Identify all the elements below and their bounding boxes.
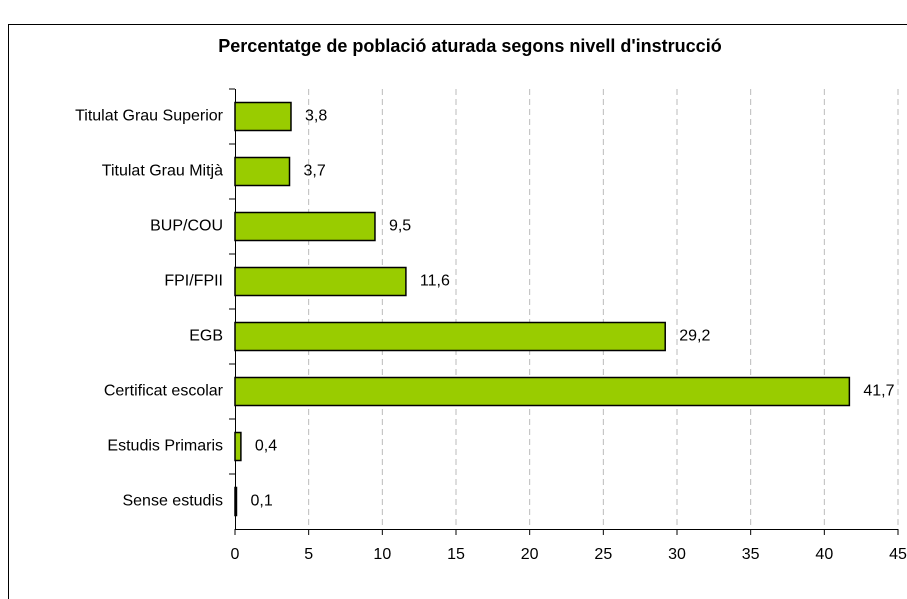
x-tick-label: 30	[668, 546, 686, 563]
x-tick-label: 35	[742, 546, 760, 563]
y-tick-label: Certificat escolar	[104, 383, 224, 400]
x-tick-label: 20	[521, 546, 539, 563]
x-tick-label: 10	[373, 546, 391, 563]
x-tick-label: 45	[889, 546, 907, 563]
bar	[234, 101, 292, 132]
data-label: 0,4	[255, 438, 277, 455]
bar	[234, 431, 242, 462]
bar	[234, 156, 291, 187]
data-label: 3,8	[305, 108, 327, 125]
x-tick-label: 25	[594, 546, 612, 563]
data-label: 0,1	[250, 493, 272, 510]
data-label: 3,7	[304, 163, 326, 180]
bar	[234, 321, 666, 352]
x-tick-label: 40	[815, 546, 833, 563]
y-tick-label: EGB	[189, 328, 223, 345]
y-tick-label: Sense estudis	[122, 493, 223, 510]
bar	[234, 486, 238, 517]
x-tick-label: 15	[447, 546, 465, 563]
y-tick-label: FPI/FPII	[164, 273, 223, 290]
bar	[234, 376, 851, 407]
chart-frame	[8, 24, 907, 599]
data-label: 29,2	[679, 328, 710, 345]
data-label: 41,7	[863, 383, 894, 400]
data-label: 9,5	[389, 218, 411, 235]
bar	[234, 211, 376, 242]
y-tick-label: BUP/COU	[150, 218, 223, 235]
data-label: 11,6	[420, 273, 450, 290]
chart-title: Percentatge de població aturada segons n…	[218, 36, 721, 56]
x-tick-label: 0	[231, 546, 240, 563]
y-tick-label: Titulat Grau Mitjà	[102, 163, 223, 180]
bar	[234, 266, 407, 297]
x-tick-label: 5	[304, 546, 313, 563]
y-tick-label: Titulat Grau Superior	[75, 108, 224, 125]
y-tick-label: Estudis Primaris	[107, 438, 223, 455]
